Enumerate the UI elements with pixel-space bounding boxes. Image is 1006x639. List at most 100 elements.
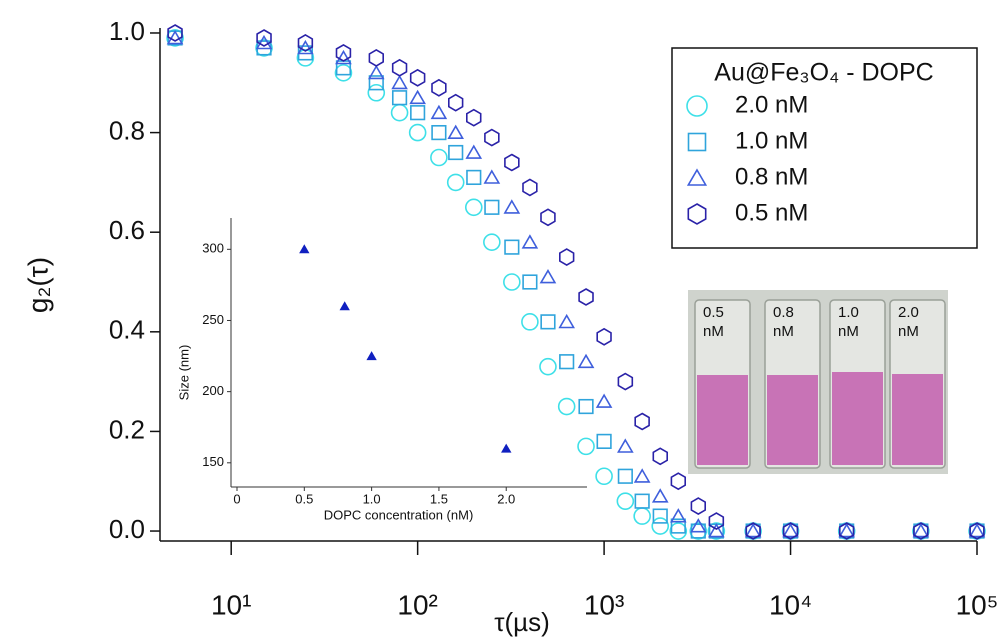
marker <box>390 103 409 122</box>
photo-label: nM <box>703 323 724 340</box>
marker <box>335 43 352 62</box>
marker <box>690 518 707 533</box>
legend-box <box>671 47 978 249</box>
marker <box>558 248 575 267</box>
marker <box>596 433 612 449</box>
inset-y-tick-label: 200 <box>202 383 224 398</box>
x-tick-label: 10² <box>397 589 437 620</box>
marker <box>465 144 483 159</box>
marker <box>708 512 725 531</box>
marker <box>464 198 483 217</box>
marker <box>595 467 613 486</box>
marker <box>578 398 594 415</box>
marker <box>430 148 448 167</box>
marker <box>297 39 314 55</box>
marker <box>522 178 538 197</box>
y-tick-label: 1.0 <box>109 16 145 46</box>
marker <box>334 64 353 82</box>
marker <box>540 314 556 330</box>
marker <box>504 239 520 255</box>
marker <box>466 169 482 186</box>
marker <box>368 64 385 80</box>
marker <box>368 48 385 67</box>
y-tick-label: 0.0 <box>109 514 145 544</box>
inset-x-tick-label: 0 <box>233 491 240 506</box>
marker <box>296 49 315 67</box>
x-tick-label: 10⁴ <box>769 589 812 620</box>
inset-x-label: DOPC concentration (nM) <box>324 507 474 522</box>
marker <box>256 29 272 47</box>
legend-title: Au@Fe₃O₄ - DOPC <box>714 59 933 87</box>
marker <box>539 357 557 376</box>
marker <box>255 39 273 57</box>
marker <box>409 89 426 105</box>
marker <box>616 492 635 510</box>
marker <box>669 522 688 540</box>
marker <box>651 517 670 535</box>
marker <box>391 90 408 106</box>
marker <box>501 443 512 453</box>
legend-label: 0.5 nM <box>735 199 808 226</box>
legend-label: 0.8 nM <box>735 163 808 190</box>
marker <box>838 522 855 540</box>
marker <box>634 493 650 509</box>
marker <box>651 488 669 503</box>
marker <box>367 83 386 102</box>
marker <box>430 104 448 120</box>
inset-y-tick-label: 250 <box>202 312 224 327</box>
marker <box>745 522 761 540</box>
photo-label: nM <box>838 323 859 340</box>
y-axis-label: g₂(τ) <box>22 257 53 313</box>
inset-x-tick-label: 1.5 <box>430 491 448 506</box>
marker <box>578 288 594 306</box>
marker <box>431 124 447 141</box>
marker <box>913 522 929 540</box>
marker <box>446 173 465 192</box>
marker <box>166 29 184 47</box>
marker <box>409 68 426 87</box>
x-tick-label: 10³ <box>584 589 624 620</box>
marker <box>969 522 985 540</box>
marker <box>690 497 707 516</box>
legend-marker <box>686 95 708 117</box>
legend-marker <box>686 168 708 186</box>
marker <box>540 208 556 227</box>
marker <box>504 153 520 172</box>
marker <box>539 269 557 284</box>
marker <box>166 30 184 45</box>
x-tick-label: 10¹ <box>211 589 251 620</box>
marker <box>559 354 575 370</box>
marker <box>557 397 576 416</box>
marker <box>465 108 482 127</box>
y-tick-label: 0.4 <box>109 315 145 345</box>
legend-marker <box>687 132 707 152</box>
photo-label: 0.5 <box>703 304 724 321</box>
marker <box>447 124 464 139</box>
photo-label: 2.0 <box>898 304 919 321</box>
marker <box>339 301 350 311</box>
marker <box>297 33 314 52</box>
marker <box>912 523 930 538</box>
marker <box>522 274 538 290</box>
marker <box>707 522 726 540</box>
photo-label: nM <box>898 323 919 340</box>
photo-label: 1.0 <box>838 304 859 321</box>
marker <box>633 468 651 483</box>
x-axis-label: τ(µs) <box>494 607 550 637</box>
marker <box>484 128 500 147</box>
marker <box>431 78 447 97</box>
marker <box>652 447 669 466</box>
marker <box>558 313 575 329</box>
y-tick-label: 0.6 <box>109 215 145 245</box>
marker <box>838 523 855 538</box>
inset-y-tick-label: 150 <box>202 454 224 469</box>
marker <box>670 508 687 523</box>
legend-marker <box>687 203 707 225</box>
liquid <box>892 374 943 465</box>
inset-x-tick-label: 0.5 <box>295 491 313 506</box>
marker <box>652 508 668 524</box>
photo-label: 0.8 <box>773 304 794 321</box>
liquid <box>767 375 818 465</box>
marker <box>391 74 408 90</box>
marker <box>484 199 500 215</box>
